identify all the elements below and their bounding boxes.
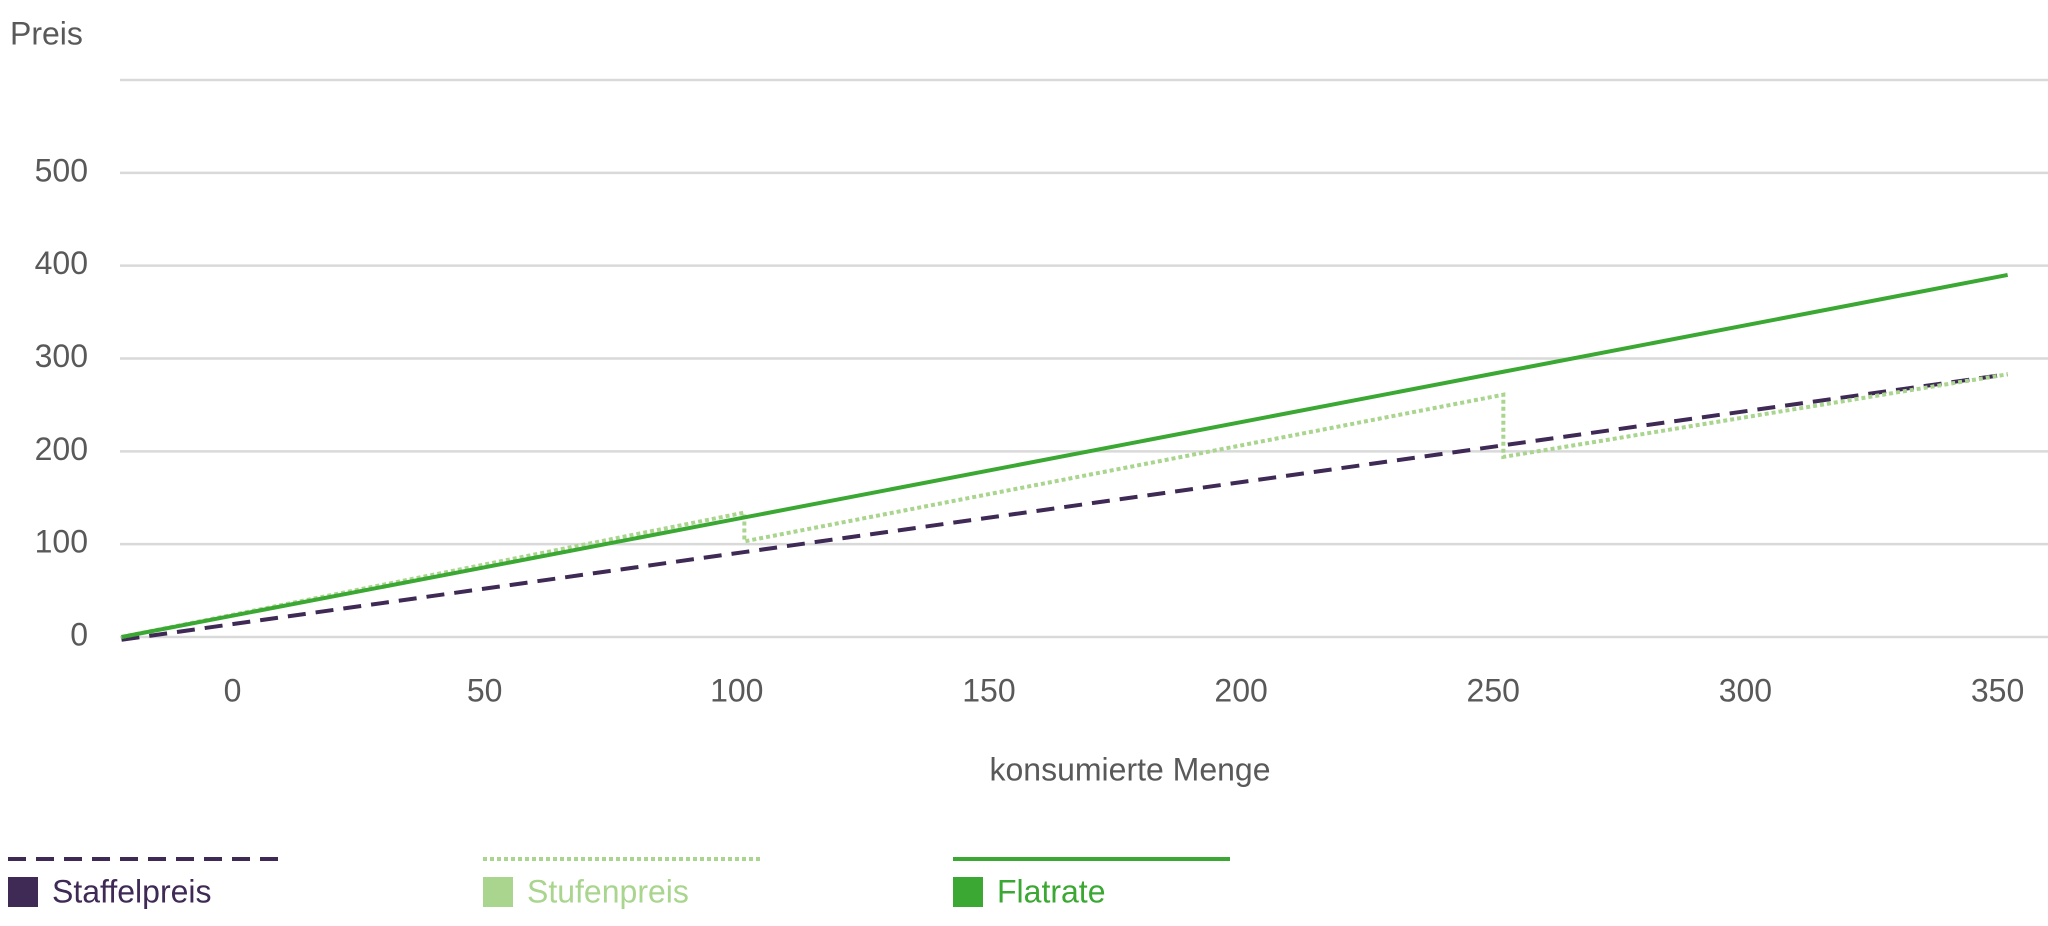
y-tick-label: 300 — [35, 338, 88, 374]
y-tick-label: 400 — [35, 245, 88, 281]
series-line — [121, 372, 2008, 642]
series-line — [121, 272, 2009, 639]
legend-swatch — [483, 877, 513, 907]
x-tick-label: 100 — [710, 672, 763, 708]
y-axis-title: Preis — [10, 15, 83, 51]
x-axis-title: konsumierte Menge — [989, 751, 1270, 787]
legend-swatch — [8, 877, 38, 907]
x-tick-label: 250 — [1467, 672, 1520, 708]
x-tick-label: 150 — [962, 672, 1015, 708]
x-tick-label: 50 — [467, 672, 503, 708]
y-tick-label: 200 — [35, 431, 88, 467]
x-tick-label: 0 — [224, 672, 242, 708]
y-tick-label: 100 — [35, 524, 88, 560]
legend-swatch — [953, 877, 983, 907]
legend-label: Staffelpreis — [52, 873, 212, 909]
y-tick-label: 500 — [35, 152, 88, 188]
legend-label: Stufenpreis — [527, 873, 689, 909]
legend-label: Flatrate — [997, 873, 1105, 909]
x-tick-label: 300 — [1719, 672, 1772, 708]
x-tick-label: 350 — [1971, 672, 2024, 708]
series-line — [121, 372, 2008, 639]
y-tick-label: 0 — [70, 616, 88, 652]
x-tick-label: 200 — [1214, 672, 1267, 708]
